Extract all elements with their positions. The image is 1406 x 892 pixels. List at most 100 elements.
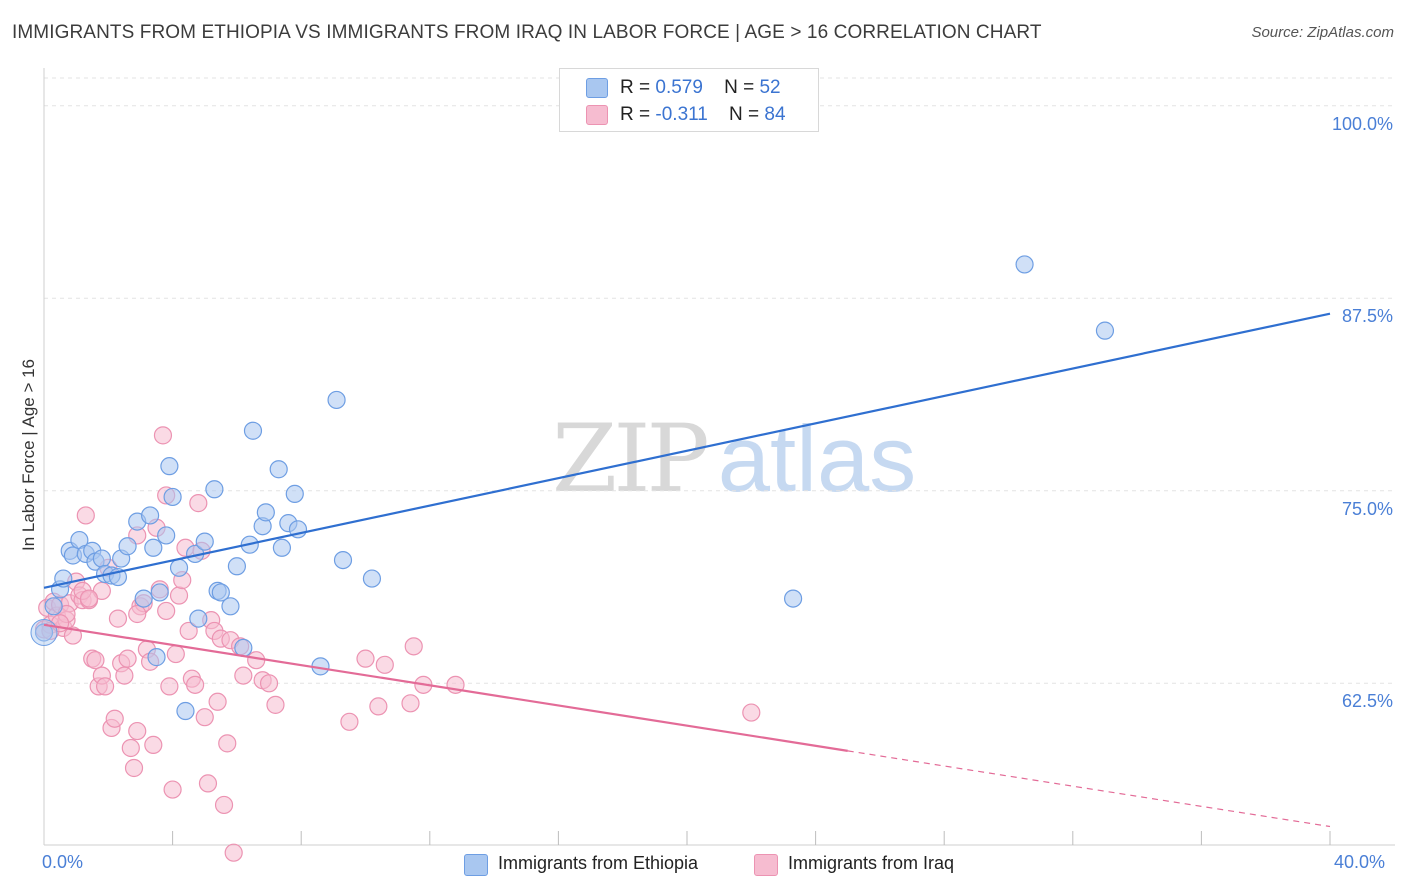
- ethiopia-point: [157, 526, 176, 545]
- ethiopia-point: [176, 701, 195, 721]
- ethiopia-point: [269, 460, 288, 479]
- iraq-point: [369, 697, 388, 716]
- ethiopia-point: [163, 487, 182, 507]
- iraq-point: [375, 655, 394, 674]
- ethiopia-point: [243, 421, 263, 440]
- legend-n-value-ethiopia: 52: [759, 77, 781, 98]
- ethiopia-point: [362, 569, 382, 588]
- ethiopia-points: [30, 255, 1115, 721]
- iraq-point: [340, 712, 359, 731]
- iraq-trend-line-dashed: [847, 750, 1331, 828]
- ethiopia-point: [1015, 255, 1034, 274]
- trend-lines: [43, 312, 1331, 828]
- y-tick-label: 62.5%: [1341, 691, 1393, 712]
- iraq-point: [144, 735, 163, 755]
- legend-swatch-iraq: [586, 105, 608, 125]
- series-swatch-ethiopia: [464, 854, 488, 876]
- ethiopia-trend-line: [43, 312, 1331, 589]
- legend-n-label: N =: [724, 77, 755, 98]
- ethiopia-point: [285, 484, 304, 503]
- iraq-point: [218, 734, 237, 753]
- ethiopia-point: [211, 583, 230, 602]
- ethiopia-point: [234, 638, 253, 657]
- ethiopia-point: [140, 506, 160, 525]
- iraq-point: [404, 637, 423, 656]
- iraq-point: [208, 692, 227, 711]
- series-legend-label-iraq: Immigrants from Iraq: [788, 853, 955, 873]
- iraq-point: [124, 758, 144, 778]
- ethiopia-point: [205, 480, 224, 499]
- iraq-point: [157, 601, 176, 621]
- ethiopia-point: [333, 550, 353, 570]
- ethiopia-point: [227, 557, 246, 576]
- chart-title: IMMIGRANTS FROM ETHIOPIA VS IMMIGRANTS F…: [12, 22, 1042, 43]
- legend-r-value-ethiopia: 0.579: [655, 77, 703, 98]
- iraq-trend-line: [43, 623, 848, 752]
- ethiopia-point: [118, 537, 137, 556]
- ethiopia-point: [783, 589, 803, 608]
- iraq-point: [108, 609, 128, 628]
- iraq-point: [169, 586, 189, 605]
- iraq-point: [266, 695, 285, 714]
- iraq-points: [34, 426, 761, 862]
- legend-r-label: R =: [620, 77, 651, 98]
- iraq-point: [105, 709, 124, 728]
- ethiopia-point: [92, 549, 111, 568]
- y-tick-label: 87.5%: [1341, 306, 1393, 327]
- iraq-point: [115, 666, 134, 685]
- x-tick-label-max: 40.0%: [1334, 852, 1386, 872]
- ethiopia-point: [30, 618, 58, 646]
- legend-r-value-iraq: -0.311: [655, 104, 708, 125]
- iraq-point: [224, 843, 243, 862]
- iraq-point: [153, 426, 173, 445]
- ethiopia-point: [34, 623, 54, 642]
- ethiopia-point: [1095, 321, 1115, 340]
- iraq-point: [195, 708, 214, 727]
- iraq-point: [214, 795, 234, 815]
- iraq-point: [95, 677, 115, 696]
- iraq-point: [79, 589, 99, 608]
- y-tick-label: 75.0%: [1341, 498, 1393, 519]
- iraq-point: [76, 506, 95, 525]
- y-tick-label: 100.0%: [1331, 113, 1393, 134]
- legend-n-value-iraq: 84: [764, 104, 786, 125]
- iraq-point: [160, 677, 179, 696]
- iraq-point: [163, 780, 182, 799]
- iraq-point: [742, 703, 761, 722]
- iraq-point: [401, 694, 420, 713]
- iraq-point: [198, 774, 218, 793]
- ethiopia-point: [160, 457, 179, 476]
- iraq-point: [121, 738, 140, 758]
- iraq-point: [128, 604, 147, 624]
- series-swatch-iraq: [754, 854, 778, 876]
- ethiopia-point: [272, 538, 292, 557]
- ethiopia-point: [144, 538, 163, 557]
- iraq-point: [63, 626, 83, 645]
- axis-layer: [43, 68, 1395, 846]
- iraq-point: [86, 651, 105, 670]
- ethiopia-point: [147, 648, 166, 667]
- iraq-point: [118, 649, 137, 668]
- ethiopia-point: [134, 589, 153, 608]
- ethiopia-point: [256, 503, 275, 522]
- ethiopia-point: [221, 597, 240, 616]
- iraq-point: [189, 494, 208, 513]
- ethiopia-point: [189, 609, 208, 628]
- x-tick-label-min: 0.0%: [42, 852, 84, 872]
- source-credit: Source: ZipAtlas.com: [1251, 24, 1394, 41]
- iraq-point: [356, 649, 375, 668]
- iraq-point: [166, 644, 185, 664]
- iraq-point: [259, 674, 279, 693]
- legend-swatch-ethiopia: [586, 78, 608, 98]
- stats-legend: R = 0.579 N = 52 R = -0.311 N = 84: [559, 68, 819, 132]
- iraq-point: [247, 651, 266, 670]
- iraq-point: [128, 721, 147, 741]
- watermark: ZIP atlas: [552, 405, 916, 514]
- watermark-zip: ZIP: [552, 405, 710, 514]
- iraq-point: [186, 675, 205, 694]
- grid-layer: [44, 77, 1395, 684]
- ethiopia-point: [327, 390, 346, 410]
- iraq-point: [234, 666, 253, 685]
- ethiopia-point: [169, 558, 189, 577]
